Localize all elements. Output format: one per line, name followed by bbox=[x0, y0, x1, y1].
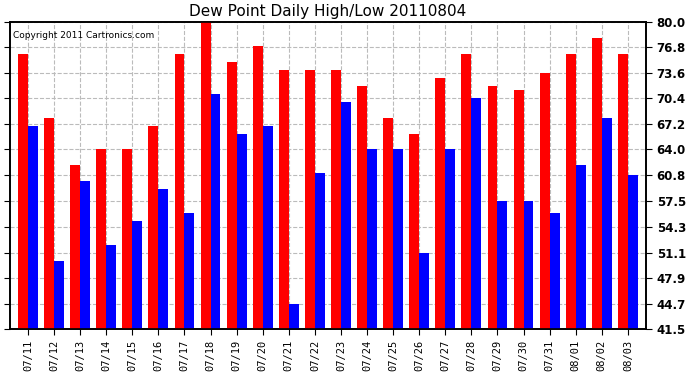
Bar bbox=[341, 102, 351, 329]
Bar bbox=[132, 221, 142, 329]
Bar bbox=[540, 73, 550, 329]
Bar bbox=[566, 54, 575, 329]
Bar bbox=[210, 94, 221, 329]
Bar bbox=[602, 117, 612, 329]
Bar bbox=[471, 98, 482, 329]
Bar bbox=[18, 54, 28, 329]
Bar bbox=[201, 22, 210, 329]
Bar bbox=[80, 182, 90, 329]
Bar bbox=[289, 304, 299, 329]
Bar bbox=[409, 134, 420, 329]
Bar bbox=[97, 150, 106, 329]
Bar bbox=[237, 134, 246, 329]
Bar bbox=[628, 175, 638, 329]
Bar bbox=[393, 150, 403, 329]
Bar bbox=[253, 46, 263, 329]
Bar bbox=[44, 117, 54, 329]
Bar bbox=[420, 253, 429, 329]
Title: Dew Point Daily High/Low 20110804: Dew Point Daily High/Low 20110804 bbox=[189, 4, 466, 19]
Bar bbox=[513, 90, 524, 329]
Bar bbox=[462, 54, 471, 329]
Bar bbox=[331, 70, 341, 329]
Bar bbox=[592, 38, 602, 329]
Bar bbox=[575, 165, 586, 329]
Bar bbox=[148, 126, 159, 329]
Bar bbox=[122, 150, 132, 329]
Bar bbox=[524, 201, 533, 329]
Bar bbox=[28, 126, 38, 329]
Bar bbox=[175, 54, 184, 329]
Bar bbox=[315, 174, 325, 329]
Bar bbox=[357, 86, 367, 329]
Bar bbox=[445, 150, 455, 329]
Bar bbox=[367, 150, 377, 329]
Bar bbox=[70, 165, 80, 329]
Bar bbox=[279, 70, 289, 329]
Text: Copyright 2011 Cartronics.com: Copyright 2011 Cartronics.com bbox=[13, 31, 154, 40]
Bar bbox=[106, 245, 116, 329]
Bar bbox=[383, 117, 393, 329]
Bar bbox=[618, 54, 628, 329]
Bar bbox=[227, 62, 237, 329]
Bar bbox=[159, 189, 168, 329]
Bar bbox=[263, 126, 273, 329]
Bar bbox=[488, 86, 497, 329]
Bar bbox=[550, 213, 560, 329]
Bar bbox=[497, 201, 507, 329]
Bar bbox=[184, 213, 195, 329]
Bar bbox=[305, 70, 315, 329]
Bar bbox=[435, 78, 445, 329]
Bar bbox=[54, 261, 64, 329]
